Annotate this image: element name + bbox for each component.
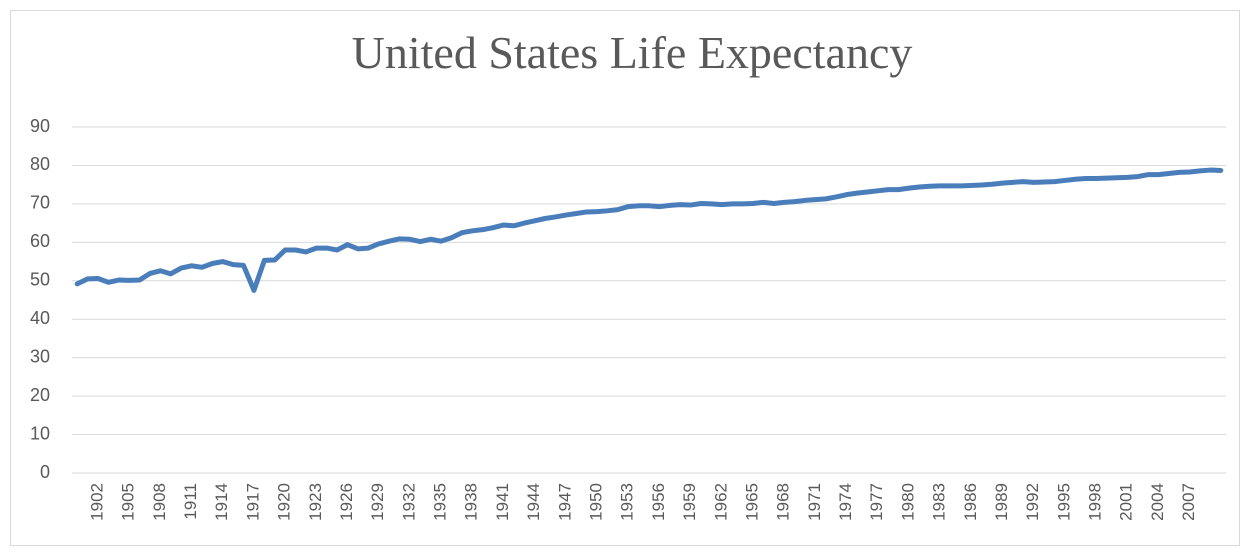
x-tick-label: 1929 (368, 483, 387, 521)
y-tick-label: 50 (30, 270, 50, 290)
x-tick-label: 1932 (399, 483, 418, 521)
x-tick-label: 1905 (119, 483, 138, 521)
x-tick-label: 1995 (1054, 483, 1073, 521)
x-tick-label: 2001 (1117, 483, 1136, 521)
x-tick-label: 1908 (150, 483, 169, 521)
x-tick-label: 1935 (431, 483, 450, 521)
x-tick-label: 1983 (930, 483, 949, 521)
y-tick-label: 40 (30, 308, 50, 328)
x-tick-label: 1920 (275, 483, 294, 521)
x-tick-label: 1971 (805, 483, 824, 521)
y-tick-label: 10 (30, 423, 50, 443)
x-tick-label: 1989 (992, 483, 1011, 521)
x-tick-label: 1959 (680, 483, 699, 521)
x-tick-label: 1980 (898, 483, 917, 521)
y-tick-label: 70 (30, 193, 50, 213)
x-tick-label: 1965 (742, 483, 761, 521)
y-tick-label: 30 (30, 346, 50, 366)
x-tick-label: 1911 (181, 483, 200, 520)
x-tick-label: 1914 (212, 483, 231, 521)
x-tick-label: 1953 (618, 483, 637, 521)
series-line (74, 167, 1224, 293)
y-tick-label: 80 (30, 154, 50, 174)
x-tick-label: 1923 (306, 483, 325, 521)
y-tick-label: 20 (30, 385, 50, 405)
x-tick-label: 1968 (774, 483, 793, 521)
x-tick-label: 1902 (87, 483, 106, 521)
x-tick-label: 1947 (555, 483, 574, 521)
x-tick-label: 1962 (711, 483, 730, 521)
x-tick-label: 1917 (243, 483, 262, 521)
x-tick-label: 1986 (961, 483, 980, 521)
x-tick-label: 1992 (1023, 483, 1042, 521)
x-tick-label: 1974 (836, 483, 855, 521)
x-tick-label: 1950 (587, 483, 606, 521)
chart-title: United States Life Expectancy (352, 27, 913, 78)
x-tick-label: 2007 (1179, 483, 1198, 521)
x-tick-label: 2004 (1148, 483, 1167, 521)
x-tick-label: 1941 (493, 483, 512, 521)
x-tick-label: 1956 (649, 483, 668, 521)
x-tick-label: 1944 (524, 483, 543, 521)
y-tick-label: 60 (30, 231, 50, 251)
x-tick-label: 1998 (1086, 483, 1105, 521)
y-tick-label: 90 (30, 116, 50, 136)
x-tick-label: 1977 (867, 483, 886, 521)
chart-frame (10, 10, 1240, 546)
x-tick-label: 1926 (337, 483, 356, 521)
x-tick-label: 1938 (462, 483, 481, 521)
y-tick-label: 0 (40, 462, 50, 482)
